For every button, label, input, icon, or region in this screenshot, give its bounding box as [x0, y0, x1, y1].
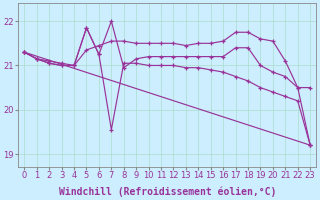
X-axis label: Windchill (Refroidissement éolien,°C): Windchill (Refroidissement éolien,°C) — [59, 186, 276, 197]
